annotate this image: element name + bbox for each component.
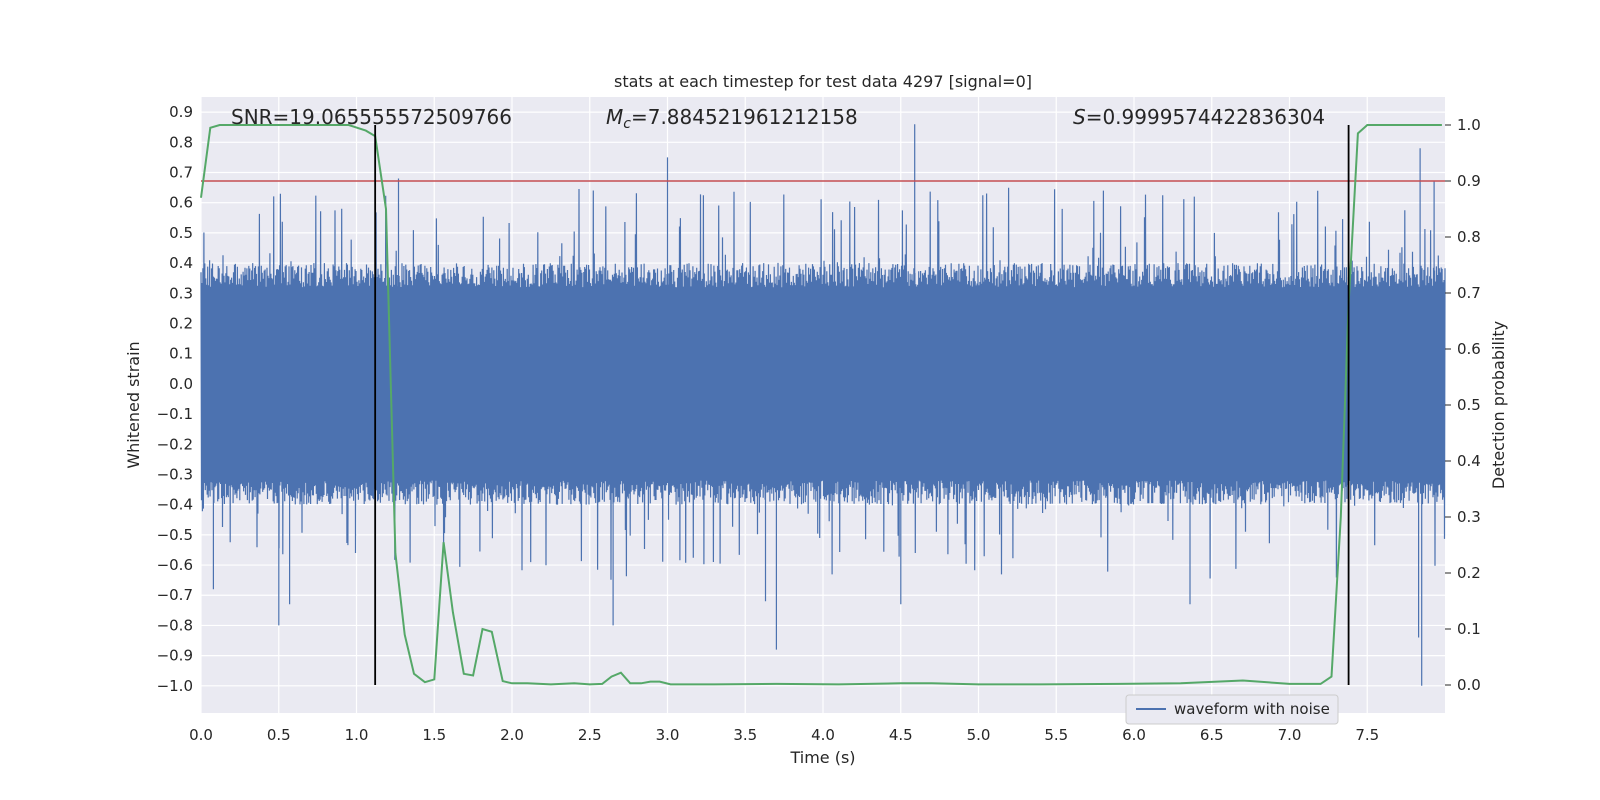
x-tick-label: 2.5: [578, 726, 602, 744]
mc-value: =7.884521961212158: [631, 105, 858, 129]
y-left-tick-label: −0.7: [157, 586, 193, 604]
x-tick-label: 1.5: [422, 726, 446, 744]
y-left-tick-labels: 0.9 0.8 0.7 0.6 0.5 0.4 0.3 0.2 0.1 0.0 −0.1 −0.2 −0…: [157, 103, 193, 695]
y-left-tick-label: 0.6: [169, 194, 193, 212]
y-left-tick-label: −0.9: [157, 647, 193, 665]
y-right-tick-label: 0.7: [1457, 284, 1481, 302]
s-symbol: S: [1073, 105, 1086, 129]
y-right-tick-label: 0.5: [1457, 396, 1481, 414]
y-left-tick-label: −0.3: [157, 465, 193, 483]
y-right-tick-label: 0.9: [1457, 172, 1481, 190]
y-left-tick-label: 0.2: [169, 314, 193, 332]
x-tick-label: 6.5: [1200, 726, 1224, 744]
y-left-tick-label: 0.0: [169, 375, 193, 393]
y-left-tick-label: −0.2: [157, 435, 193, 453]
x-tick-label: 3.5: [733, 726, 757, 744]
s-value: =0.9999574422836304: [1086, 105, 1325, 129]
legend-label: waveform with noise: [1174, 700, 1330, 718]
y-left-tick-label: −0.5: [157, 526, 193, 544]
y-left-tick-label: −0.6: [157, 556, 193, 574]
x-tick-label: 6.0: [1122, 726, 1146, 744]
y-right-tick-label: 0.6: [1457, 340, 1481, 358]
probability-series: [200, 124, 1442, 686]
y-left-tick-label: 0.9: [169, 103, 193, 121]
x-tick-label: 0.0: [189, 726, 213, 744]
y-left-axis-label: Whitened strain: [124, 341, 143, 468]
y-right-tick-label: 1.0: [1457, 116, 1481, 134]
legend: waveform with noise: [1125, 694, 1339, 725]
vertical-markers: [374, 125, 1350, 685]
x-axis-label: Time (s): [789, 748, 855, 767]
x-tick-label: 5.5: [1044, 726, 1068, 744]
y-right-tick-label: 0.2: [1457, 564, 1481, 582]
x-tick-label: 4.5: [889, 726, 913, 744]
y-left-tick-label: −1.0: [157, 677, 193, 695]
x-tick-labels: 0.0 0.5 1.0 1.5 2.0 2.5 3.0 3.5 4.0 4.5 5.0 5.5 6.0 6…: [189, 726, 1379, 744]
mc-symbol: M: [606, 105, 623, 129]
y-left-tick-label: −0.1: [157, 405, 193, 423]
y-left-tick-label: 0.7: [169, 163, 193, 181]
waveform-series: [200, 124, 1446, 686]
y-left-tick-label: 0.8: [169, 133, 193, 151]
x-tick-label: 5.0: [967, 726, 991, 744]
y-left-tick-label: 0.1: [169, 345, 193, 363]
x-tick-label: 7.0: [1278, 726, 1302, 744]
legend-box: [1125, 694, 1339, 725]
y-right-axis-label: Detection probability: [1489, 321, 1508, 489]
mc-annotation: Mc=7.884521961212158: [606, 105, 858, 132]
y-left-tick-label: 0.5: [169, 224, 193, 242]
y-right-tick-label: 0.8: [1457, 228, 1481, 246]
mc-subscript: c: [623, 116, 631, 132]
y-right-tick-label: 0.1: [1457, 620, 1481, 638]
x-tick-label: 3.0: [656, 726, 680, 744]
x-tick-label: 1.0: [345, 726, 369, 744]
x-tick-label: 2.0: [500, 726, 524, 744]
y-left-tick-label: −0.8: [157, 616, 193, 634]
x-tick-label: 0.5: [267, 726, 291, 744]
y-right-tick-label: 0.0: [1457, 676, 1481, 694]
y-left-tick-label: 0.3: [169, 284, 193, 302]
y-left-tick-label: −0.4: [157, 496, 193, 514]
y-right-tick-label: 0.3: [1457, 508, 1481, 526]
y-left-tick-label: 0.4: [169, 254, 193, 272]
chart-title: stats at each timestep for test data 429…: [614, 72, 1032, 91]
y-right-tick-labels: 1.0 0.9 0.8 0.7 0.6 0.5 0.4 0.3 0.2 0.1 0.0: [1445, 116, 1481, 694]
x-tick-label: 7.5: [1355, 726, 1379, 744]
waveform-trace: [200, 124, 1446, 686]
x-tick-label: 4.0: [811, 726, 835, 744]
snr-annotation: SNR=19.065555572509766: [231, 105, 512, 129]
y-right-tick-label: 0.4: [1457, 452, 1481, 470]
s-annotation: S=0.9999574422836304: [1073, 105, 1325, 129]
